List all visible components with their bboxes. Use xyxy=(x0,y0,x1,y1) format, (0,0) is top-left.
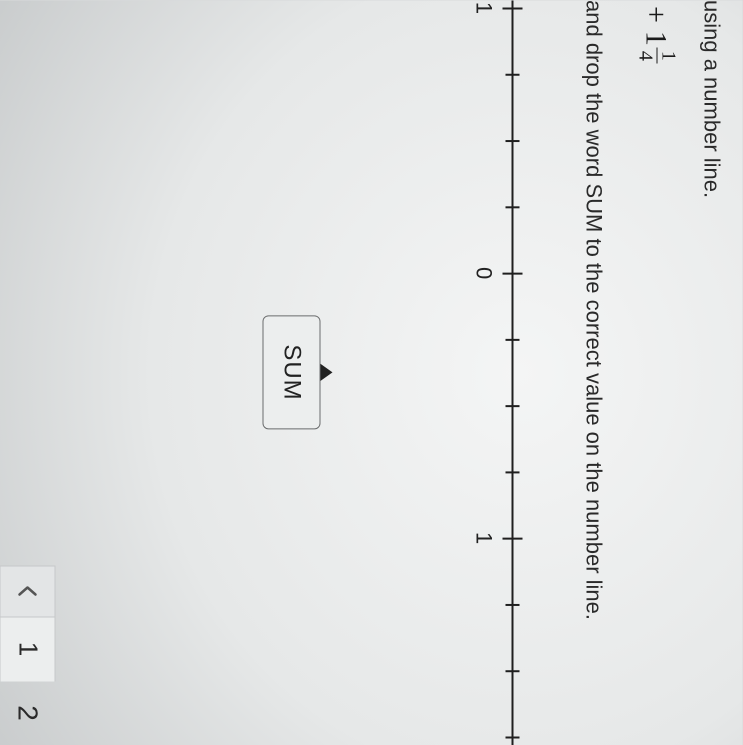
pager-prev-button[interactable] xyxy=(0,565,56,617)
fraction-numerator: 1 xyxy=(657,48,679,64)
number-line-tick-label: 0 xyxy=(471,267,497,279)
expression: + 1 1 4 xyxy=(633,0,679,745)
pager: 1 2 xyxy=(0,565,56,745)
pager-current: 1 xyxy=(0,617,56,681)
sum-draggable[interactable]: SUM xyxy=(263,315,333,429)
sum-arrow-icon xyxy=(319,363,333,383)
plus-sign: + xyxy=(639,6,673,23)
fraction-denominator: 4 xyxy=(636,48,657,64)
mixed-whole: 1 xyxy=(639,31,673,46)
number-line-tick-label: 1 xyxy=(471,2,497,14)
prompt-line-1: using a number line. xyxy=(699,0,725,745)
mixed-fraction: 1 4 xyxy=(636,48,679,64)
pager-total: 2 xyxy=(0,681,56,745)
instruction-text: and drop the word SUM to the correct val… xyxy=(581,0,607,745)
number-line-labels: 1 0 1 xyxy=(467,0,497,745)
number-line[interactable]: 1 0 1 xyxy=(411,0,541,745)
number-line-tick-label: 1 xyxy=(471,532,497,544)
chevron-left-icon xyxy=(17,582,39,600)
sum-label[interactable]: SUM xyxy=(263,315,321,429)
